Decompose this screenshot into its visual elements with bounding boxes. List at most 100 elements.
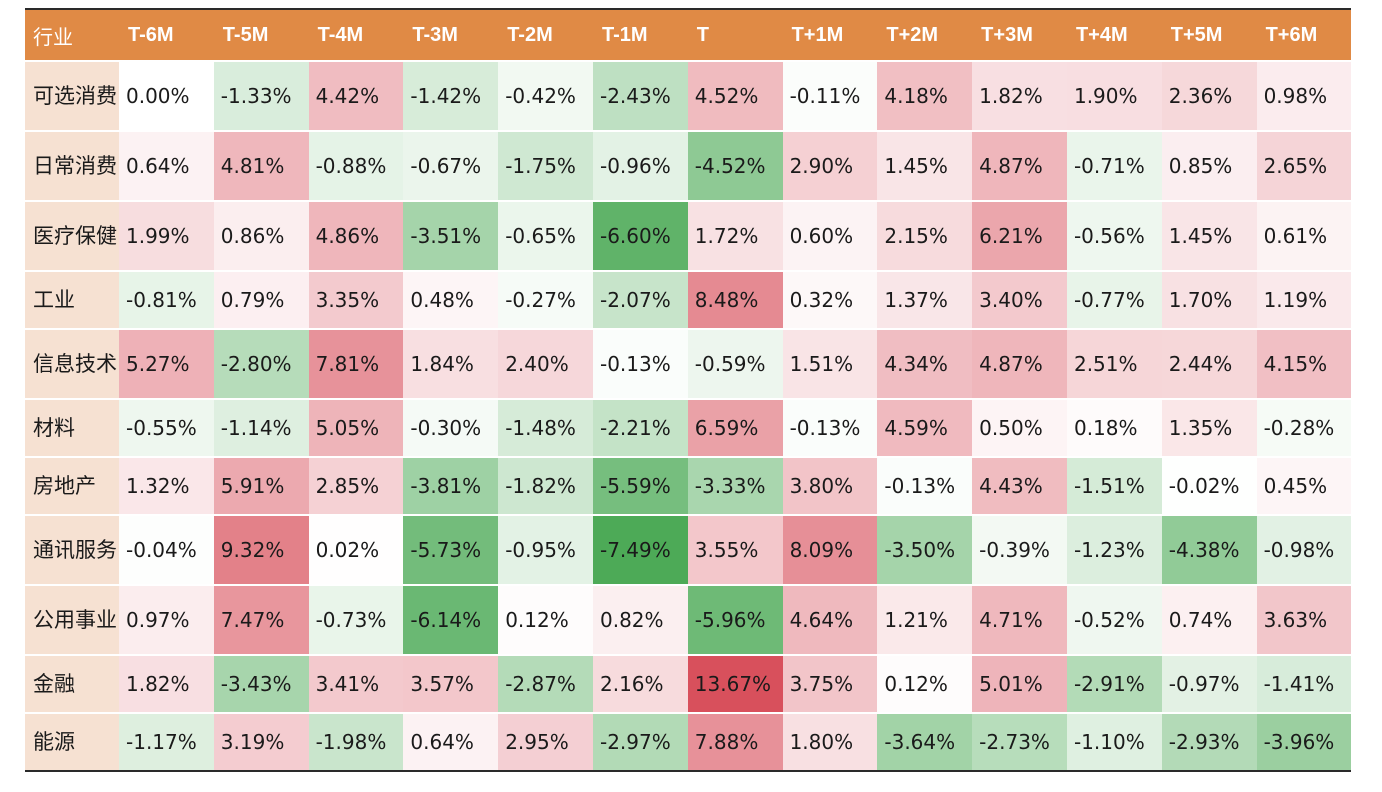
- heatmap-cell: 2.51%: [1066, 328, 1162, 399]
- heatmap-cell: 7.88%: [687, 712, 783, 771]
- heatmap-cell: 0.64%: [403, 712, 499, 771]
- heatmap-cell: 1.84%: [403, 328, 499, 399]
- heatmap-cell: -0.13%: [592, 328, 688, 399]
- heatmap-cell: -0.52%: [1066, 584, 1162, 655]
- heatmap-table: 行业 T-6M T-5M T-4M T-3M T-2M T-1M T T+1M …: [25, 8, 1352, 772]
- heatmap-cell: -0.13%: [877, 456, 973, 515]
- heatmap-cell: -0.30%: [403, 398, 499, 457]
- heatmap-cell: -0.13%: [782, 398, 878, 457]
- heatmap-cell: -1.23%: [1066, 514, 1162, 585]
- heatmap-cell: 6.21%: [972, 200, 1067, 271]
- heatmap-cell: -0.02%: [1161, 456, 1257, 515]
- table-row: 医疗保健 1.99% 0.86% 4.86% -3.51% -0.65% -6.60% 1.7…: [25, 200, 1352, 271]
- heatmap-cell: -0.81%: [119, 270, 214, 329]
- heatmap-body: 可选消费 0.00% -1.33% 4.42% -1.42% -0.42% -2.43% 4.…: [25, 60, 1352, 771]
- heatmap-cell: 5.91%: [213, 456, 309, 515]
- heatmap-cell: -3.96%: [1256, 712, 1352, 771]
- table-row: 通讯服务 -0.04% 9.32% 0.02% -5.73% -0.95% -7.49% 3.…: [25, 514, 1352, 585]
- heatmap-cell: 4.34%: [877, 328, 973, 399]
- heatmap-cell: 4.86%: [308, 200, 404, 271]
- heatmap-cell: -1.75%: [498, 130, 593, 201]
- heatmap-cell: 1.90%: [1066, 60, 1162, 131]
- heatmap-cell: -0.77%: [1066, 270, 1162, 329]
- heatmap-cell: 1.19%: [1256, 270, 1352, 329]
- heatmap-cell: -2.93%: [1161, 712, 1257, 771]
- heatmap-cell: -1.17%: [119, 712, 214, 771]
- heatmap-cell: 4.52%: [687, 60, 783, 131]
- heatmap-cell: 0.64%: [119, 130, 214, 201]
- column-header: T-3M: [403, 9, 499, 61]
- heatmap-cell: 2.90%: [782, 130, 878, 201]
- row-label: 可选消费: [25, 60, 119, 131]
- heatmap-cell: -2.73%: [972, 712, 1067, 771]
- row-label: 公用事业: [25, 584, 119, 655]
- heatmap-cell: 6.59%: [687, 398, 783, 457]
- heatmap-cell: -3.50%: [877, 514, 973, 585]
- heatmap-cell: -0.65%: [498, 200, 593, 271]
- heatmap-cell: 4.15%: [1256, 328, 1352, 399]
- heatmap-cell: -3.51%: [403, 200, 499, 271]
- heatmap-cell: -5.96%: [687, 584, 783, 655]
- heatmap-cell: 2.95%: [498, 712, 593, 771]
- heatmap-cell: 0.86%: [213, 200, 309, 271]
- column-header: T-2M: [498, 9, 593, 61]
- table-row: 公用事业 0.97% 7.47% -0.73% -6.14% 0.12% 0.82% -5.9…: [25, 584, 1352, 655]
- heatmap-cell: 5.05%: [308, 398, 404, 457]
- heatmap-cell: 0.85%: [1161, 130, 1257, 201]
- table-row: 日常消费 0.64% 4.81% -0.88% -0.67% -1.75% -0.96% -4…: [25, 130, 1352, 201]
- heatmap-cell: 1.82%: [972, 60, 1067, 131]
- heatmap-cell: 3.80%: [782, 456, 878, 515]
- heatmap-cell: 1.32%: [119, 456, 214, 515]
- table-row: 能源 -1.17% 3.19% -1.98% 0.64% 2.95% -2.97% 7.88%…: [25, 712, 1352, 771]
- heatmap-cell: 1.35%: [1161, 398, 1257, 457]
- row-label: 信息技术: [25, 328, 119, 399]
- heatmap-cell: 4.18%: [877, 60, 973, 131]
- heatmap-cell: -3.43%: [213, 654, 309, 713]
- row-label: 医疗保健: [25, 200, 119, 271]
- row-label: 日常消费: [25, 130, 119, 201]
- heatmap-cell: 0.60%: [782, 200, 878, 271]
- heatmap-cell: 1.82%: [119, 654, 214, 713]
- heatmap-cell: 0.82%: [592, 584, 688, 655]
- heatmap-cell: 0.12%: [498, 584, 593, 655]
- heatmap-cell: -1.82%: [498, 456, 593, 515]
- column-header: T-5M: [213, 9, 309, 61]
- heatmap-cell: 1.70%: [1161, 270, 1257, 329]
- heatmap-cell: 1.80%: [782, 712, 878, 771]
- heatmap-cell: 13.67%: [687, 654, 783, 713]
- heatmap-cell: -3.64%: [877, 712, 973, 771]
- heatmap-cell: -0.98%: [1256, 514, 1352, 585]
- heatmap-cell: 2.85%: [308, 456, 404, 515]
- heatmap-cell: 4.43%: [972, 456, 1067, 515]
- heatmap-cell: 2.36%: [1161, 60, 1257, 131]
- column-header: T+1M: [782, 9, 878, 61]
- heatmap-cell: -0.27%: [498, 270, 593, 329]
- row-label: 金融: [25, 654, 119, 713]
- heatmap-cell: 0.45%: [1256, 456, 1352, 515]
- heatmap-cell: 4.71%: [972, 584, 1067, 655]
- heatmap-cell: -1.33%: [213, 60, 309, 131]
- heatmap-cell: 3.19%: [213, 712, 309, 771]
- table-row: 材料 -0.55% -1.14% 5.05% -0.30% -1.48% -2.21% 6.5…: [25, 398, 1352, 457]
- heatmap-cell: -0.42%: [498, 60, 593, 131]
- row-label: 材料: [25, 398, 119, 457]
- column-header: T+6M: [1256, 9, 1352, 61]
- heatmap-cell: -0.73%: [308, 584, 404, 655]
- heatmap-cell: 4.87%: [972, 130, 1067, 201]
- heatmap-cell: -3.33%: [687, 456, 783, 515]
- heatmap-cell: -0.28%: [1256, 398, 1352, 457]
- heatmap-cell: -2.87%: [498, 654, 593, 713]
- heatmap-cell: -1.98%: [308, 712, 404, 771]
- heatmap-cell: -0.11%: [782, 60, 878, 131]
- heatmap-cell: 4.42%: [308, 60, 404, 131]
- heatmap-cell: 3.40%: [972, 270, 1067, 329]
- heatmap-cell: 4.64%: [782, 584, 878, 655]
- heatmap-cell: -6.14%: [403, 584, 499, 655]
- heatmap-cell: 3.75%: [782, 654, 878, 713]
- heatmap-cell: 0.48%: [403, 270, 499, 329]
- heatmap-cell: -2.97%: [592, 712, 688, 771]
- heatmap-cell: -1.10%: [1066, 712, 1162, 771]
- heatmap-cell: 0.32%: [782, 270, 878, 329]
- heatmap-cell: 7.81%: [308, 328, 404, 399]
- column-header: T+4M: [1066, 9, 1162, 61]
